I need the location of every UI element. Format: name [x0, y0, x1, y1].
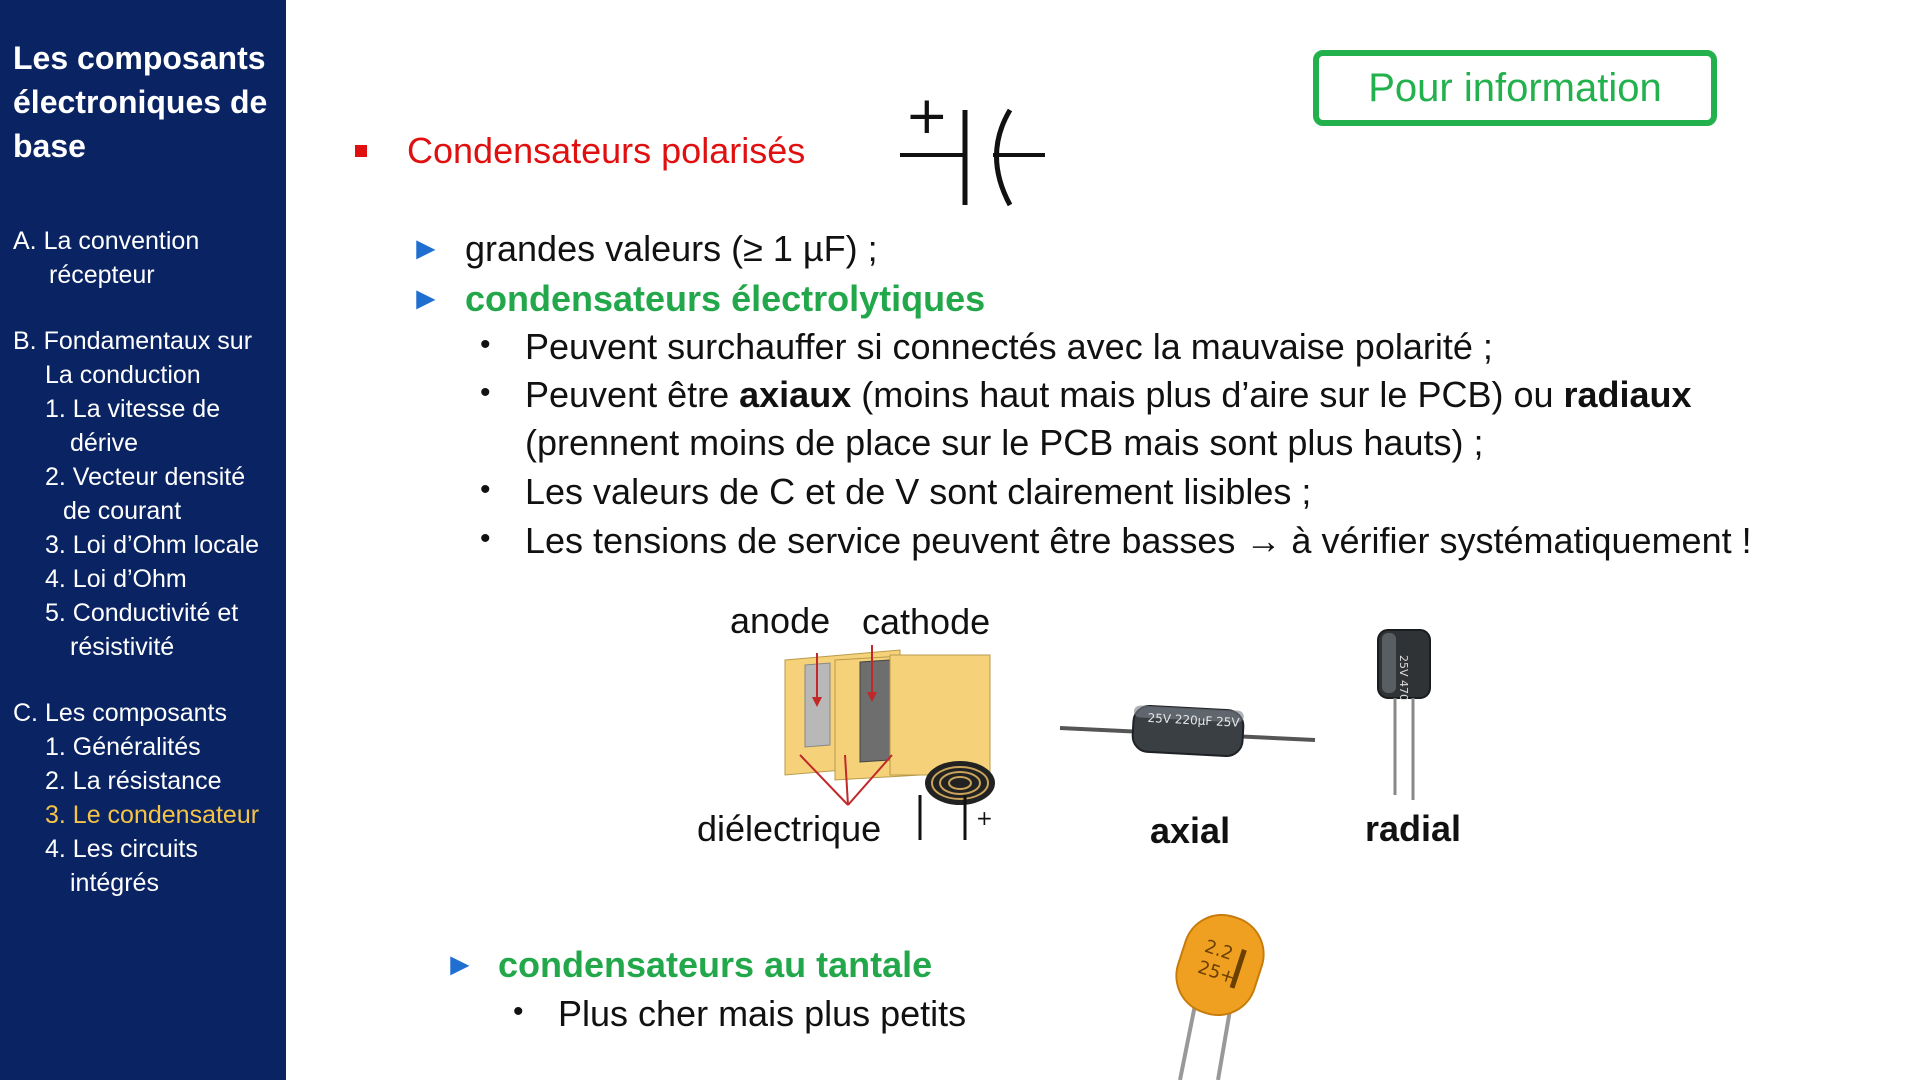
toc-item-c1[interactable]: 1. Généralités [45, 733, 201, 761]
toc-item-b-cont[interactable]: La conduction [45, 361, 201, 389]
label-cathode: cathode [862, 601, 991, 642]
sub-overheat: Peuvent surchauffer si connectés avec la… [525, 326, 1493, 367]
toc-item-b2-cont[interactable]: de courant [63, 497, 182, 525]
item-tantalum: condensateurs au tantale [498, 944, 933, 985]
sub-axial-radial-cont: (prennent moins de place sur le PCB mais… [525, 422, 1484, 463]
sidebar: Les composants électroniques de base A. … [0, 0, 286, 1080]
info-badge: Pour information [1313, 50, 1717, 126]
section-heading: Condensateurs polarisés [407, 130, 806, 171]
toc-item-b1[interactable]: 1. La vitesse de [45, 395, 221, 423]
item-large-values: grandes valeurs (≥ 1 µF) ; [465, 228, 878, 269]
toc-item-c4[interactable]: 4. Les circuits [45, 835, 198, 863]
symbol-plus: + [905, 95, 949, 146]
bullet-dot-icon: • [513, 995, 524, 1028]
electrolytic-construction-diagram: + [784, 645, 995, 840]
sub-axial-word: axiaux [739, 374, 852, 415]
info-badge-label: Pour information [1368, 65, 1662, 110]
radial-capacitor-image: 25V 470 [1377, 629, 1431, 800]
bullet-dot-icon: • [480, 328, 491, 361]
heading-bullet-icon [355, 145, 367, 157]
arrow-bullet-icon: ► [410, 230, 442, 266]
toc-item-b[interactable]: B. Fondamentaux sur [13, 327, 253, 355]
sub-tantalum-price: Plus cher mais plus petits [558, 993, 967, 1034]
toc-item-b5[interactable]: 5. Conductivité et [45, 599, 239, 627]
radial-marking: 25V 470 [1397, 655, 1410, 701]
sidebar-title: Les composants électroniques de base [13, 40, 268, 164]
toc-item-c[interactable]: C. Les composants [13, 699, 227, 727]
label-anode: anode [730, 600, 831, 641]
axial-capacitor-image: 25V 220µF 25V [1059, 704, 1316, 758]
axial-marking: 25V 220µF 25V [1147, 711, 1240, 730]
toc-item-c3-active[interactable]: 3. Le condensateur [45, 801, 260, 829]
item-electrolytic: condensateurs électrolytiques [465, 278, 986, 319]
toc-item-c2[interactable]: 2. La résistance [45, 767, 222, 795]
toc-item-a-cont[interactable]: récepteur [49, 261, 155, 289]
toc-item-b1-cont[interactable]: dérive [70, 429, 139, 457]
sub-values-readable: Les valeurs de C et de V sont clairement… [525, 471, 1312, 512]
toc-item-c4-cont[interactable]: intégrés [70, 869, 159, 897]
toc-item-b4[interactable]: 4. Loi d’Ohm [45, 565, 187, 593]
figure-plus: + [976, 806, 993, 830]
sub-axial-radial: Peuvent être axiaux (moins haut mais plu… [525, 374, 1692, 416]
toc-item-b2[interactable]: 2. Vecteur densité [45, 463, 246, 491]
table-of-contents: A. La convention récepteur B. Fondamenta… [13, 224, 281, 900]
sub-low-voltage: Les tensions de service peuvent être bas… [525, 520, 1752, 561]
sub-radial-word: radiaux [1563, 374, 1692, 415]
toc-item-b5-cont[interactable]: résistivité [70, 633, 175, 661]
bullet-dot-icon: • [480, 522, 491, 555]
label-radial: radial [1365, 808, 1462, 849]
polarized-capacitor-symbol-icon: + [900, 95, 1045, 207]
sub-axial-radial-c: (moins haut mais plus d’aire sur le PCB)… [851, 374, 1564, 415]
toc-item-b3[interactable]: 3. Loi d’Ohm locale [45, 531, 260, 559]
label-dielectric: diélectrique [697, 808, 882, 849]
sub-axial-radial-a: Peuvent être [525, 374, 740, 415]
label-axial: axial [1150, 810, 1231, 851]
arrow-bullet-icon: ► [410, 280, 442, 316]
arrow-bullet-icon: ► [444, 946, 476, 982]
toc-item-a[interactable]: A. La convention [13, 227, 200, 255]
tantalum-capacitor-image: 2.2 25+ [1175, 913, 1265, 1080]
bullet-dot-icon: • [480, 473, 491, 506]
bullet-dot-icon: • [480, 376, 491, 409]
